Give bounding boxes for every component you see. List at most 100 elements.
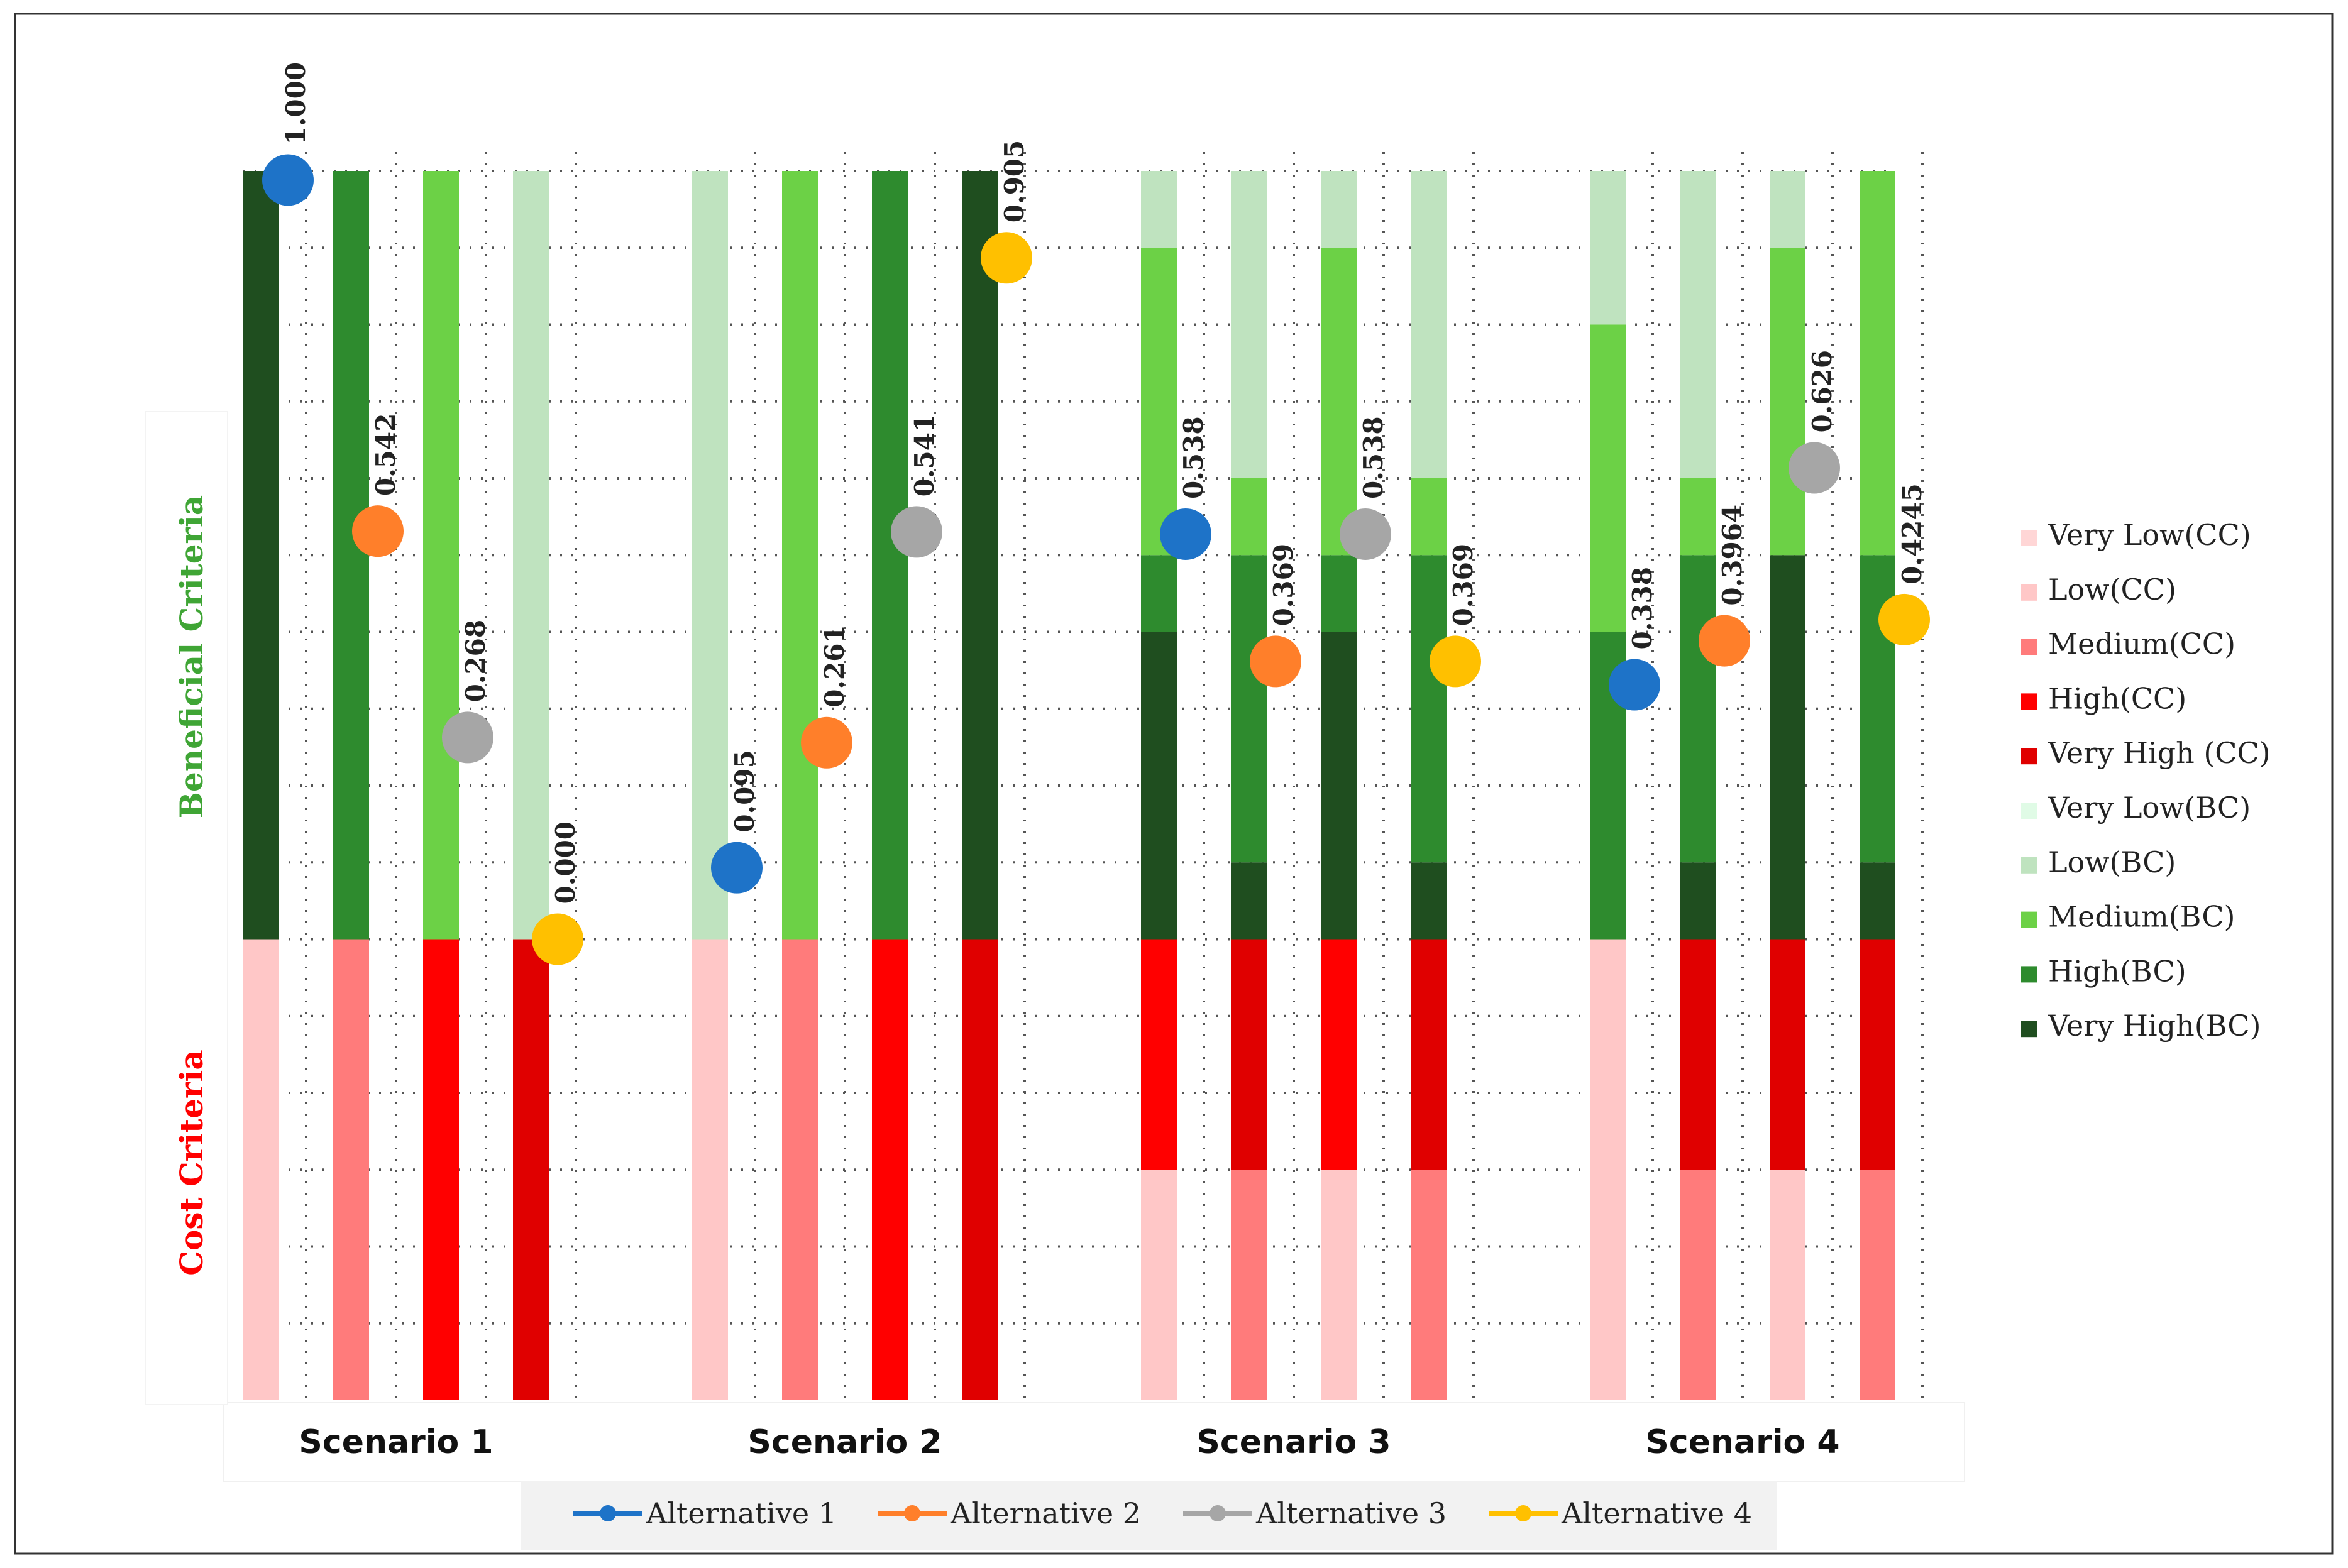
bar-segment xyxy=(1680,862,1716,940)
legend-label: Alternative 2 xyxy=(950,1496,1141,1530)
data-point xyxy=(981,232,1032,284)
data-point xyxy=(801,716,852,769)
bar-segment xyxy=(1411,478,1447,556)
bar-segment xyxy=(1231,171,1267,478)
axis-label-panel xyxy=(145,411,228,1405)
gridlines xyxy=(243,152,1924,1400)
legend-label: Low(BC) xyxy=(2048,845,2176,879)
point-value-label: 0.905 xyxy=(999,140,1030,223)
bar-segment xyxy=(1860,1170,1895,1400)
alternative-legend-bg xyxy=(521,1481,1777,1550)
legend-label: Alternative 1 xyxy=(646,1496,837,1530)
legend-marker xyxy=(1210,1505,1226,1521)
bar-segment xyxy=(1141,248,1177,556)
bar-segment xyxy=(333,939,369,1400)
data-point xyxy=(1160,508,1211,560)
legend-swatch xyxy=(2021,857,2037,874)
bar-segment xyxy=(1411,939,1447,1170)
scenario-strip xyxy=(223,1402,1965,1482)
scenario-label: Scenario 4 xyxy=(1645,1423,1839,1461)
bar-segment xyxy=(1231,862,1267,940)
bar-segment xyxy=(1141,632,1177,940)
bar-segment xyxy=(1141,939,1177,1170)
point-value-label: 0.261 xyxy=(819,625,850,708)
category-legend: Very Low(CC) Low(CC) Medium(CC) High(CC) Ver… xyxy=(2021,518,2271,1043)
bar-segment xyxy=(1590,171,1626,325)
bar-segment xyxy=(1860,862,1895,940)
data-point xyxy=(262,154,314,206)
data-point xyxy=(891,506,942,558)
cost-criteria-label: Cost Criteria xyxy=(173,1050,210,1276)
legend-marker xyxy=(600,1505,616,1521)
point-value-label: 0.4245 xyxy=(1897,483,1927,584)
bar-segment xyxy=(1411,1170,1447,1400)
legend-label: Medium(CC) xyxy=(2048,627,2235,661)
bar-segment xyxy=(1770,248,1805,556)
data-point xyxy=(1340,508,1391,560)
legend-label: Low(CC) xyxy=(2048,573,2176,606)
bar-segment xyxy=(962,939,998,1400)
scenario-label: Scenario 1 xyxy=(299,1423,493,1461)
bar-segment xyxy=(1770,1170,1805,1400)
bar-segment xyxy=(1321,632,1357,940)
bar-segment xyxy=(333,171,369,940)
point-value-label: 0.626 xyxy=(1807,350,1838,433)
data-point xyxy=(1878,593,1930,645)
bar-segment xyxy=(782,939,818,1400)
legend-swatch xyxy=(2021,748,2037,765)
bar-segment xyxy=(1141,171,1177,248)
legend-swatch xyxy=(2021,1021,2037,1038)
legend-label: Very Low(BC) xyxy=(2048,791,2251,825)
bar-segment xyxy=(1770,555,1805,940)
data-point xyxy=(1789,442,1840,494)
point-value-label: 0.369 xyxy=(1268,544,1299,627)
legend-marker xyxy=(904,1505,920,1521)
bar-segment xyxy=(1680,478,1716,556)
legend-label: Alternative 3 xyxy=(1255,1496,1447,1530)
legend-label: Alternative 4 xyxy=(1561,1496,1752,1530)
data-point xyxy=(1250,635,1301,688)
bar-segment xyxy=(692,939,728,1400)
bar-segment xyxy=(692,171,728,940)
data-point xyxy=(442,711,493,764)
alternative-legend: Alternative 1 Alternative 2 Alternative 3 A… xyxy=(521,1481,1777,1550)
bar-segment xyxy=(962,171,998,940)
bar-segment xyxy=(1321,248,1357,556)
legend-label: High(BC) xyxy=(2048,954,2186,988)
bar-segment xyxy=(243,939,279,1400)
data-point xyxy=(1699,615,1750,667)
bar-segment xyxy=(513,939,549,1400)
bar-segment xyxy=(1770,939,1805,1170)
bar-segment xyxy=(1680,1170,1716,1400)
bar-segment xyxy=(1590,324,1626,632)
bar-segment xyxy=(1321,1170,1357,1400)
bar-segment xyxy=(423,171,459,940)
legend-marker xyxy=(1515,1505,1531,1521)
scenario-label: Scenario 3 xyxy=(1196,1423,1391,1461)
legend-swatch xyxy=(2021,639,2037,655)
bar-segment xyxy=(1321,555,1357,632)
legend-swatch xyxy=(2021,966,2037,983)
bar-segment xyxy=(1770,171,1805,248)
bar-segment xyxy=(1231,555,1267,863)
point-value-label: 0.542 xyxy=(370,414,401,496)
legend-swatch xyxy=(2021,911,2037,928)
bar-segment xyxy=(513,171,549,940)
data-point xyxy=(1430,635,1481,688)
bar-segment xyxy=(1321,171,1357,248)
bar-segment xyxy=(1860,939,1895,1170)
point-value-label: 0.268 xyxy=(460,620,491,703)
data-point xyxy=(532,913,583,965)
bar-segment xyxy=(1231,478,1267,556)
legend-swatch xyxy=(2021,803,2037,819)
bar-segment xyxy=(243,171,279,940)
bar-segment xyxy=(1321,939,1357,1170)
data-point xyxy=(352,505,404,557)
point-value-label: 0.3964 xyxy=(1717,505,1748,606)
point-value-label: 0.338 xyxy=(1627,567,1658,650)
point-value-label: 0.538 xyxy=(1178,416,1209,499)
bars xyxy=(243,171,1895,1400)
bar-segment xyxy=(1141,555,1177,632)
